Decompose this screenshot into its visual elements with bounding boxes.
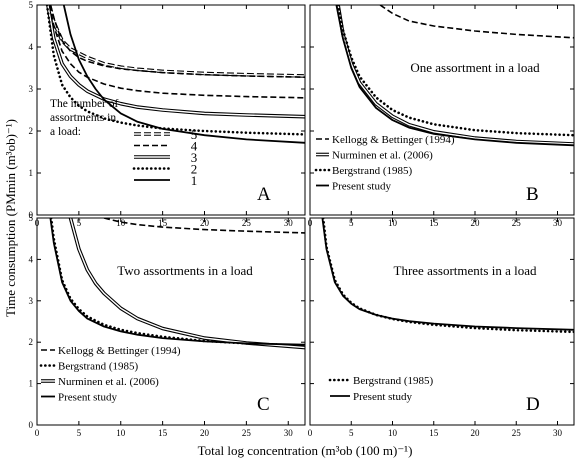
series-line-c-3 <box>68 218 305 350</box>
series-group <box>45 5 305 144</box>
series-line-d-2 <box>321 218 574 331</box>
y-tick-label: 2 <box>29 126 34 136</box>
series-line-c-4 <box>49 218 305 346</box>
y-tick-label: 4 <box>29 42 34 52</box>
plot-frame <box>36 4 306 216</box>
x-tick-label: 20 <box>471 428 481 438</box>
plot-frame <box>36 217 306 426</box>
x-tick-label: 25 <box>512 428 522 438</box>
x-tick-label: 25 <box>242 218 252 228</box>
y-tick-label: 5 <box>29 213 34 223</box>
x-tick-label: 25 <box>242 428 252 438</box>
legend-title: a load: <box>50 126 81 138</box>
series-line-b-4 <box>335 5 574 147</box>
panel-letter: D <box>526 394 540 415</box>
plot-frame <box>309 4 575 216</box>
legend-label: Present study <box>353 391 412 403</box>
x-tick-label: 20 <box>200 428 210 438</box>
x-tick-label: 5 <box>77 218 82 228</box>
legend-title: The number of <box>50 98 119 110</box>
legend-label: 1 <box>191 173 198 188</box>
x-tick-label: 15 <box>429 218 439 228</box>
panel-letter: A <box>257 184 271 205</box>
y-tick-label: 4 <box>29 254 34 264</box>
x-tick-label: 5 <box>349 218 354 228</box>
legend: Kellogg & Bettinger (1994) Nurminen et al… <box>314 134 455 193</box>
x-tick-label: 10 <box>388 428 398 438</box>
x-tick-label: 0 <box>35 428 40 438</box>
x-tick-label: 25 <box>512 218 522 228</box>
series-line-a-1 <box>47 5 305 78</box>
panel-annotation: Three assortments in a load <box>394 263 537 278</box>
legend-label: Bergstrand (1985) <box>58 361 138 373</box>
x-tick-label: 20 <box>471 218 481 228</box>
plot-frame <box>309 217 575 426</box>
x-axis-label: Total log concentration (m³ob (100 m)⁻¹) <box>198 443 413 458</box>
legend-label: 5 <box>191 127 198 142</box>
legend-label: 3 <box>191 150 198 165</box>
series-line-a-6 <box>48 5 305 99</box>
x-tick-label: 0 <box>308 428 313 438</box>
x-tick-label: 10 <box>116 218 126 228</box>
series-line-c-1 <box>103 218 305 234</box>
legend-title: assortments in <box>50 112 116 124</box>
x-tick-label: 10 <box>116 428 126 438</box>
series-line-c-2 <box>49 218 305 347</box>
series-group <box>49 218 305 350</box>
legend-label: Bergstrand (1985) <box>353 375 433 387</box>
legend-label: Present study <box>332 181 391 193</box>
y-axis-label: Time consumption (PMmin (m³ob)⁻¹) <box>3 119 18 317</box>
legend-label: Kellogg & Bettinger (1994) <box>58 345 181 357</box>
legend: Kellogg & Bettinger (1994) Bergstrand (19… <box>39 345 181 404</box>
x-tick-label: 10 <box>388 218 398 228</box>
x-tick-label: 30 <box>553 428 563 438</box>
y-tick-label: 1 <box>29 379 34 389</box>
x-tick-label: 5 <box>349 428 354 438</box>
y-tick-label: 1 <box>29 168 34 178</box>
series-group <box>321 218 574 334</box>
panel-annotation: One assortment in a load <box>410 60 540 75</box>
series-line-a-4 <box>45 5 305 136</box>
y-tick-label: 2 <box>29 337 34 347</box>
legend: Bergstrand (1985) Present study <box>328 375 433 403</box>
x-tick-label: 30 <box>553 218 563 228</box>
series-line-c-3-inner <box>69 218 305 349</box>
x-tick-label: 15 <box>429 428 439 438</box>
legend-label: Nurminen et al. (2006) <box>58 376 159 388</box>
x-tick-label: 30 <box>284 218 294 228</box>
x-tick-label: 15 <box>158 428 168 438</box>
x-tick-label: 20 <box>200 218 210 228</box>
legend-label: Present study <box>58 392 117 404</box>
series-line-a-1-inner <box>48 5 305 77</box>
y-tick-label: 0 <box>29 210 34 220</box>
legend-label: 4 <box>191 139 198 154</box>
series-line-b-1 <box>379 5 574 39</box>
x-tick-label: 15 <box>158 218 168 228</box>
series-line-a-5 <box>62 5 305 144</box>
panel-annotation: Two assortments in a load <box>117 263 253 278</box>
legend-label: Bergstrand (1985) <box>332 165 412 177</box>
legend-label: Kellogg & Bettinger (1994) <box>332 134 455 146</box>
y-tick-label: 3 <box>29 84 34 94</box>
legend-label: Nurminen et al. (2006) <box>332 150 433 162</box>
y-tick-label: 3 <box>29 296 34 306</box>
x-tick-label: 5 <box>77 428 82 438</box>
x-tick-label: 30 <box>284 428 294 438</box>
y-tick-label: 5 <box>29 0 34 10</box>
series-group <box>335 5 574 147</box>
series-line-b-2-inner <box>337 5 574 145</box>
y-tick-label: 0 <box>29 420 34 430</box>
series-line-a-2 <box>49 5 305 78</box>
legend-label: 2 <box>191 162 198 177</box>
panel-d: 0 5 10 15 20 25 30 D Three assortments in a load… <box>308 217 575 438</box>
panel-letter: B <box>526 184 539 205</box>
panel-letter: C <box>257 394 270 415</box>
